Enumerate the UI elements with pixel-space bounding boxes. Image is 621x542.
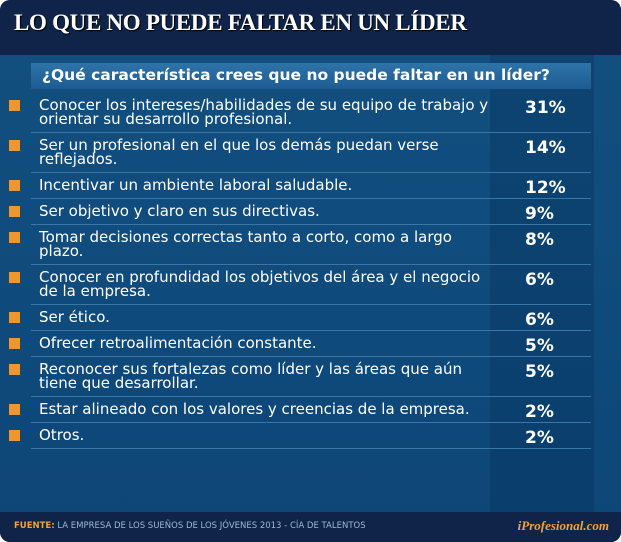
row-value: 5% <box>525 336 554 356</box>
row-value: 31% <box>525 98 566 118</box>
row-label: Ser un profesional en el que los demás p… <box>39 136 439 168</box>
bullet-square-icon <box>9 232 20 243</box>
bullet-square-icon <box>9 430 20 441</box>
source-text: LA EMPRESA DE LOS SUEÑOS DE LOS JÓVENES … <box>57 521 366 531</box>
table-row: Conocer en profundidad los objetivos del… <box>9 265 591 305</box>
table-row: Ser ético. 6% <box>9 305 591 331</box>
row-label: Tomar decisiones correctas tanto a corto… <box>39 228 452 260</box>
question-text: ¿Qué característica crees que no puede f… <box>42 66 550 84</box>
row-value: 2% <box>525 428 554 448</box>
source-label: FUENTE: <box>14 521 55 531</box>
bullet-square-icon <box>9 272 20 283</box>
table-row: Conocer los intereses/habilidades de su … <box>9 93 591 133</box>
row-value: 6% <box>525 270 554 290</box>
row-label: Otros. <box>39 426 85 444</box>
percent-column-bg <box>490 55 594 512</box>
bullet-square-icon <box>9 404 20 415</box>
row-label: Conocer los intereses/habilidades de su … <box>39 96 489 128</box>
table-row: Ser objetivo y claro en sus directivas. 9… <box>9 199 591 225</box>
row-label: Ofrecer retroalimentación constante. <box>39 334 317 352</box>
row-value: 9% <box>525 204 554 224</box>
results-list: Conocer los intereses/habilidades de su … <box>0 93 621 449</box>
table-row: Otros. 2% <box>9 423 591 449</box>
source: FUENTE: LA EMPRESA DE LOS SUEÑOS DE LOS … <box>14 521 366 531</box>
bullet-square-icon <box>9 180 20 191</box>
row-label: Incentivar un ambiente laboral saludable… <box>39 176 353 194</box>
bullet-square-icon <box>9 364 20 375</box>
row-value: 8% <box>525 230 554 250</box>
bullet-square-icon <box>9 312 20 323</box>
row-label: Ser ético. <box>39 308 110 326</box>
header: LO QUE NO PUEDE FALTAR EN UN LÍDER <box>0 0 621 55</box>
question-bar: ¿Qué característica crees que no puede f… <box>31 63 591 89</box>
row-value: 14% <box>525 138 566 158</box>
table-row: Reconocer sus fortalezas como líder y la… <box>9 357 591 397</box>
footer: FUENTE: LA EMPRESA DE LOS SUEÑOS DE LOS … <box>0 512 621 542</box>
row-value: 2% <box>525 402 554 422</box>
row-label: Conocer en profundidad los objetivos del… <box>39 268 481 300</box>
table-row: Tomar decisiones correctas tanto a corto… <box>9 225 591 265</box>
brand-logo: iProfesional.com <box>517 518 609 533</box>
table-row: Estar alineado con los valores y creenci… <box>9 397 591 423</box>
row-value: 5% <box>525 362 554 382</box>
bullet-square-icon <box>9 206 20 217</box>
row-label: Reconocer sus fortalezas como líder y la… <box>39 360 462 392</box>
bullet-square-icon <box>9 100 20 111</box>
table-row: Ofrecer retroalimentación constante. 5% <box>9 331 591 357</box>
table-row: Incentivar un ambiente laboral saludable… <box>9 173 591 199</box>
page-title: LO QUE NO PUEDE FALTAR EN UN LÍDER <box>14 10 467 35</box>
row-label: Estar alineado con los valores y creenci… <box>39 400 470 418</box>
row-value: 12% <box>525 178 566 198</box>
bullet-square-icon <box>9 140 20 151</box>
row-label: Ser objetivo y claro en sus directivas. <box>39 202 320 220</box>
bullet-square-icon <box>9 338 20 349</box>
row-value: 6% <box>525 310 554 330</box>
table-row: Ser un profesional en el que los demás p… <box>9 133 591 173</box>
